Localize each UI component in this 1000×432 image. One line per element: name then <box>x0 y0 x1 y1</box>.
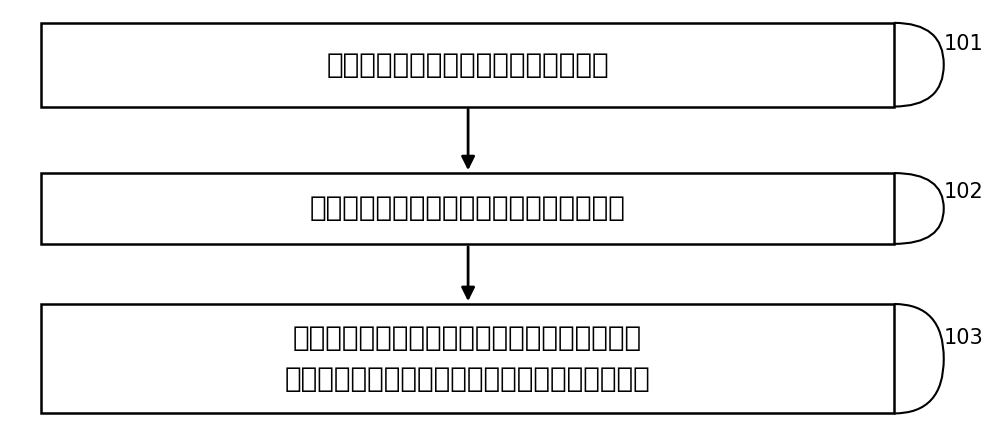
Text: 根据增益倍数和依据试验结果离线设定的载波频
率，确定模拟滤波电路的参数和数字滤波器的参数: 根据增益倍数和依据试验结果离线设定的载波频 率，确定模拟滤波电路的参数和数字滤波… <box>285 324 650 393</box>
Bar <box>41 173 894 244</box>
Text: 根据误码率，确定增益放大电路的增益倍数: 根据误码率，确定增益放大电路的增益倍数 <box>310 194 626 222</box>
Text: 102: 102 <box>944 182 984 203</box>
Text: 101: 101 <box>944 34 984 54</box>
Bar <box>41 23 894 107</box>
Text: 检测信号接收电路的接收信号的误码率: 检测信号接收电路的接收信号的误码率 <box>326 51 609 79</box>
Bar <box>41 304 894 413</box>
Text: 103: 103 <box>944 328 984 348</box>
